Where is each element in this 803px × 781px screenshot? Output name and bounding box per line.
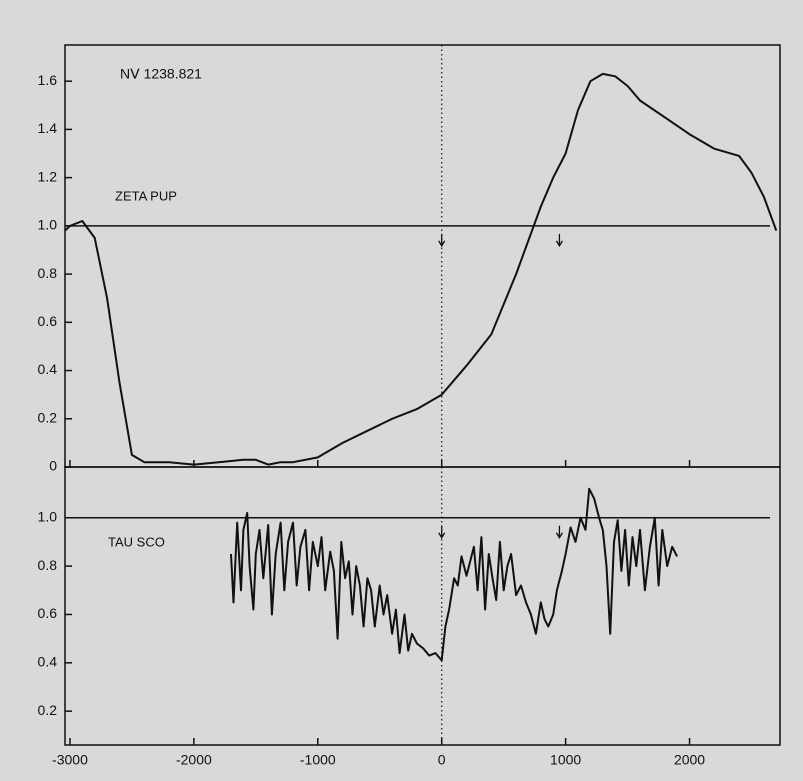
y-tick-label: 1.6 [38, 72, 58, 88]
x-tick-label: 1000 [550, 752, 581, 768]
series-label: TAU SCO [108, 534, 165, 549]
y-tick-label: 1.2 [38, 168, 58, 184]
data-line [230, 487, 678, 662]
y-tick-label: 0 [49, 458, 57, 474]
series-label: ZETA PUP [115, 188, 177, 203]
y-tick-label: 1.0 [38, 508, 58, 524]
y-tick-label: 1.4 [38, 120, 58, 136]
y-tick-label: 0.8 [38, 265, 58, 281]
y-tick-label: 0.4 [38, 654, 58, 670]
x-tick-label: 0 [438, 752, 446, 768]
marker-arrow [555, 233, 563, 248]
x-tick-label: -2000 [176, 752, 212, 768]
marker-arrow [438, 525, 446, 540]
plot-frame [64, 44, 781, 468]
y-tick-label: 0.8 [38, 557, 58, 573]
marker-arrow [555, 525, 563, 540]
y-tick-label: 1.0 [38, 217, 58, 233]
chart-title: NⅤ 1238.821 [120, 66, 202, 82]
y-tick-label: 0.2 [38, 702, 58, 718]
y-tick-label: 0.2 [38, 409, 58, 425]
x-tick-label: -3000 [52, 752, 88, 768]
marker-arrow [438, 233, 446, 248]
x-tick-label: 2000 [674, 752, 705, 768]
plot-frame [64, 466, 781, 746]
y-tick-label: 0.6 [38, 605, 58, 621]
y-tick-label: 0.6 [38, 313, 58, 329]
x-tick-label: -1000 [300, 752, 336, 768]
y-tick-label: 0.4 [38, 361, 58, 377]
data-line [64, 72, 778, 466]
